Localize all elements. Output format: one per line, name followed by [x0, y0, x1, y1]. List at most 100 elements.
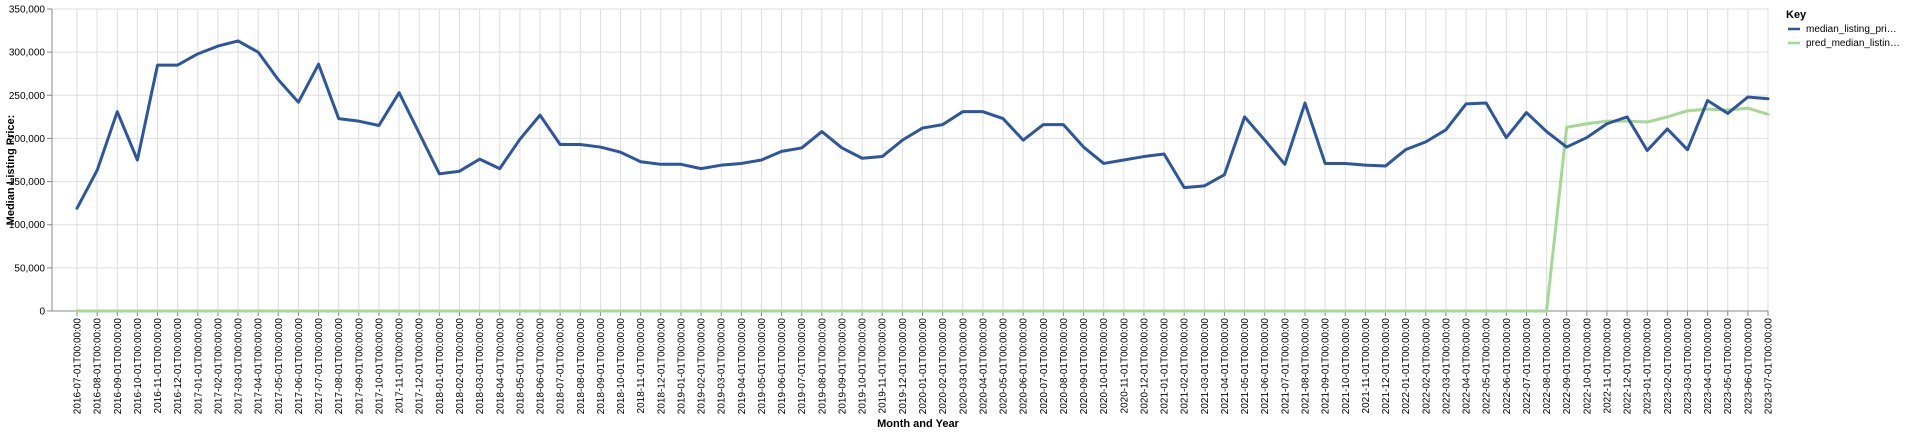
- x-tick-label: 2020-08-01T00:00:00: [1059, 318, 1070, 415]
- x-tick-label: 2023-02-01T00:00:00: [1663, 318, 1674, 415]
- x-tick-label: 2016-10-01T00:00:00: [133, 318, 144, 415]
- x-tick-label: 2019-10-01T00:00:00: [858, 318, 869, 415]
- x-tick-label: 2018-09-01T00:00:00: [596, 318, 607, 415]
- x-tick-label: 2016-07-01T00:00:00: [73, 318, 84, 415]
- x-tick-label: 2020-09-01T00:00:00: [1079, 318, 1090, 415]
- x-tick-label: 2019-06-01T00:00:00: [777, 318, 788, 415]
- x-tick-label: 2020-10-01T00:00:00: [1099, 318, 1110, 415]
- x-tick-label: 2020-11-01T00:00:00: [1119, 318, 1130, 414]
- x-tick-label: 2019-05-01T00:00:00: [757, 318, 768, 415]
- x-tick-label: 2023-06-01T00:00:00: [1743, 318, 1754, 415]
- series-line-1: [75, 39, 1770, 210]
- x-tick-label: 2017-03-01T00:00:00: [234, 318, 245, 415]
- x-tick-label: 2023-03-01T00:00:00: [1683, 318, 1694, 415]
- x-tick-label: 2020-05-01T00:00:00: [999, 318, 1010, 415]
- x-tick-label: 2018-02-01T00:00:00: [455, 318, 466, 415]
- x-tick-label: 2019-02-01T00:00:00: [697, 318, 708, 415]
- x-tick-label: 2018-01-01T00:00:00: [435, 318, 446, 415]
- x-tick-label: 2019-08-01T00:00:00: [817, 318, 828, 415]
- legend-label-2: pred_median_listin…: [1806, 38, 1900, 49]
- x-tick-label: 2018-08-01T00:00:00: [576, 318, 587, 415]
- x-tick-label: 2022-06-01T00:00:00: [1502, 318, 1513, 415]
- x-tick-label: 2020-04-01T00:00:00: [978, 318, 989, 415]
- x-tick-label: 2021-09-01T00:00:00: [1321, 318, 1332, 415]
- x-tick-label: 2022-02-01T00:00:00: [1421, 318, 1432, 415]
- x-tick-label: 2022-09-01T00:00:00: [1562, 318, 1573, 415]
- y-tick-label: 200,000: [9, 134, 46, 145]
- x-tick-label: 2017-07-01T00:00:00: [314, 318, 325, 415]
- x-axis: 2016-07-01T00:00:00 2016-08-01T00:00:00 20…: [52, 310, 1775, 415]
- x-tick-label: 2016-11-01T00:00:00: [153, 318, 164, 414]
- series-layer: [75, 39, 1770, 313]
- x-tick-label: 2017-08-01T00:00:00: [334, 318, 345, 415]
- x-tick-label: 2019-04-01T00:00:00: [737, 318, 748, 415]
- x-tick-label: 2017-09-01T00:00:00: [354, 318, 365, 415]
- x-tick-label: 2021-10-01T00:00:00: [1341, 318, 1352, 415]
- x-tick-label: 2021-02-01T00:00:00: [1180, 318, 1191, 415]
- y-tick-label: 100,000: [9, 220, 46, 231]
- y-tick-label: 0: [39, 307, 45, 318]
- x-tick-label: 2017-11-01T00:00:00: [395, 318, 406, 414]
- x-tick-label: 2019-09-01T00:00:00: [837, 318, 848, 415]
- x-tick-label: 2021-11-01T00:00:00: [1361, 318, 1372, 414]
- x-tick-label: 2022-11-01T00:00:00: [1602, 318, 1613, 414]
- x-tick-label: 2020-02-01T00:00:00: [938, 318, 949, 415]
- x-tick-label: 2017-12-01T00:00:00: [415, 318, 426, 415]
- x-tick-label: 2018-05-01T00:00:00: [515, 318, 526, 415]
- x-tick-label: 2021-12-01T00:00:00: [1381, 318, 1392, 415]
- x-tick-label: 2022-04-01T00:00:00: [1462, 318, 1473, 415]
- x-tick-label: 2018-10-01T00:00:00: [616, 318, 627, 415]
- x-tick-label: 2022-03-01T00:00:00: [1441, 318, 1452, 415]
- series-line-2: [75, 106, 1770, 313]
- x-axis-title: Month and Year: [877, 418, 959, 430]
- x-tick-label: 2017-05-01T00:00:00: [274, 318, 285, 415]
- x-tick-label: 2018-06-01T00:00:00: [536, 318, 547, 415]
- x-tick-label: 2023-01-01T00:00:00: [1643, 318, 1654, 415]
- x-tick-label: 2019-11-01T00:00:00: [878, 318, 889, 414]
- x-tick-label: 2021-07-01T00:00:00: [1280, 318, 1291, 415]
- x-tick-label: 2017-06-01T00:00:00: [294, 318, 305, 415]
- x-tick-label: 2016-09-01T00:00:00: [113, 318, 124, 415]
- x-tick-label: 2023-04-01T00:00:00: [1703, 318, 1714, 415]
- x-tick-label: 2022-07-01T00:00:00: [1522, 318, 1533, 415]
- x-tick-label: 2017-01-01T00:00:00: [193, 318, 204, 415]
- x-tick-label: 2020-03-01T00:00:00: [958, 318, 969, 415]
- x-tick-label: 2019-12-01T00:00:00: [898, 318, 909, 415]
- x-tick-label: 2018-04-01T00:00:00: [495, 318, 506, 415]
- x-tick-label: 2022-10-01T00:00:00: [1582, 318, 1593, 415]
- x-tick-label: 2021-04-01T00:00:00: [1220, 318, 1231, 415]
- x-tick-label: 2021-03-01T00:00:00: [1200, 318, 1211, 415]
- x-tick-label: 2022-12-01T00:00:00: [1623, 318, 1634, 415]
- x-tick-label: 2017-02-01T00:00:00: [213, 318, 224, 415]
- legend: Key median_listing_pri… pred_median_listi…: [1786, 9, 1900, 49]
- x-tick-label: 2018-11-01T00:00:00: [636, 318, 647, 414]
- x-tick-label: 2018-07-01T00:00:00: [556, 318, 567, 415]
- x-tick-label: 2016-08-01T00:00:00: [93, 318, 104, 415]
- x-tick-label: 2020-06-01T00:00:00: [1019, 318, 1030, 415]
- x-tick-label: 2021-05-01T00:00:00: [1240, 318, 1251, 415]
- x-tick-label: 2016-12-01T00:00:00: [173, 318, 184, 415]
- x-tick-label: 2018-03-01T00:00:00: [475, 318, 486, 415]
- x-tick-label: 2020-07-01T00:00:00: [1039, 318, 1050, 415]
- x-tick-label: 2020-12-01T00:00:00: [1139, 318, 1150, 415]
- y-tick-label: 300,000: [9, 48, 46, 59]
- x-tick-label: 2023-05-01T00:00:00: [1723, 318, 1734, 415]
- x-tick-label: 2019-01-01T00:00:00: [676, 318, 687, 415]
- x-tick-label: 2021-08-01T00:00:00: [1300, 318, 1311, 415]
- x-tick-label: 2019-03-01T00:00:00: [717, 318, 728, 415]
- y-axis: 0 50,000 100,000 150,000 200,000 250,000 300,0…: [9, 5, 53, 318]
- y-tick-label: 150,000: [9, 177, 46, 188]
- y-tick-label: 350,000: [9, 5, 46, 16]
- x-tick-label: 2017-04-01T00:00:00: [254, 318, 265, 415]
- x-tick-label: 2020-01-01T00:00:00: [918, 318, 929, 415]
- x-tick-label: 2019-07-01T00:00:00: [797, 318, 808, 415]
- x-tick-label: 2022-08-01T00:00:00: [1542, 318, 1553, 415]
- gridlines: [52, 8, 1769, 312]
- y-tick-label: 50,000: [14, 263, 45, 274]
- x-tick-label: 2022-05-01T00:00:00: [1482, 318, 1493, 415]
- x-tick-label: 2022-01-01T00:00:00: [1401, 318, 1412, 415]
- x-tick-label: 2021-01-01T00:00:00: [1160, 318, 1171, 415]
- x-tick-label: 2017-10-01T00:00:00: [374, 318, 385, 415]
- x-tick-label: 2018-12-01T00:00:00: [656, 318, 667, 415]
